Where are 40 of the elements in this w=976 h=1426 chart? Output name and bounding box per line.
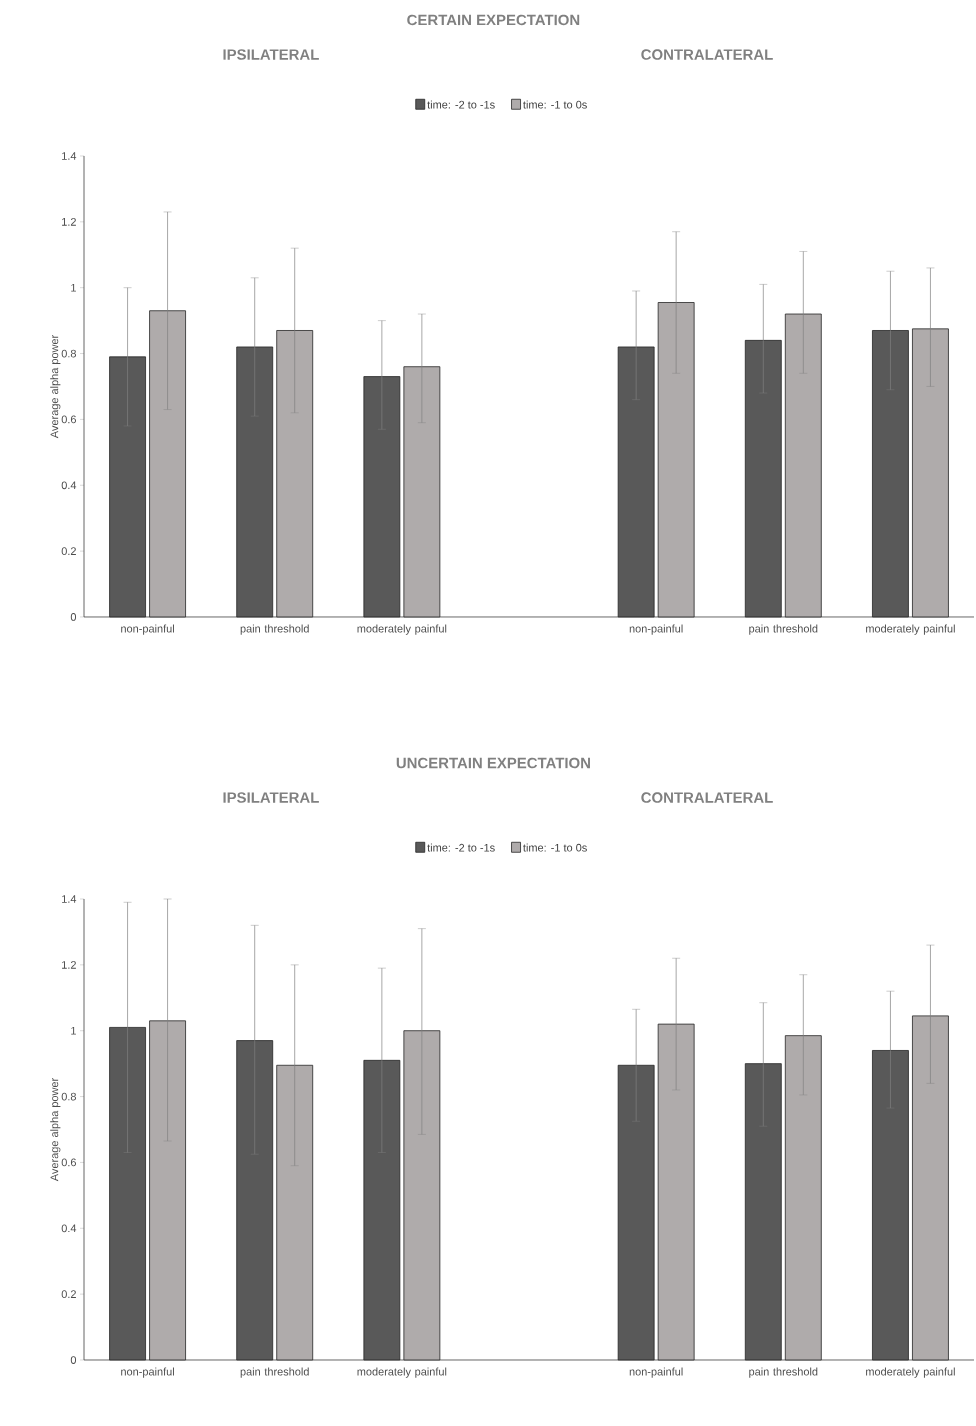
chart-title: CERTAIN EXPECTATION [407, 14, 580, 26]
text: CONTRALATERAL [641, 49, 773, 60]
y-tick-label: 1 [71, 1026, 76, 1035]
x-tick-label: pain threshold [749, 624, 818, 635]
y-tick-label: 1.4 [62, 895, 77, 903]
x-tick-label: pain threshold [240, 1367, 309, 1378]
x-tick-label: moderately painful [866, 1367, 955, 1378]
text: IPSILATERAL [223, 792, 319, 803]
y-tick-label: 1.2 [62, 218, 76, 226]
x-tick-label: non-painful [629, 624, 683, 635]
x-tick-label: non-painful [121, 624, 174, 635]
x-tick-label: non-painful [629, 1367, 683, 1378]
x-tick-label: non-painful [121, 1367, 174, 1378]
y-tick-label: 1.4 [62, 152, 77, 160]
chart-title: UNCERTAIN EXPECTATION [396, 757, 590, 769]
y-tick-label: 0.8 [61, 1092, 76, 1101]
legend-label: time: -1 to 0s [523, 100, 587, 109]
x-tick-label: pain threshold [749, 1367, 818, 1378]
y-tick-label: 0.4 [61, 1224, 77, 1233]
y-tick-label: 0.8 [61, 349, 76, 358]
x-tick-label: moderately painful [357, 1367, 447, 1378]
y-tick-label: 0 [70, 613, 77, 621]
x-tick-label: moderately painful [357, 624, 447, 635]
y-tick-label: 0.2 [61, 1290, 76, 1299]
y-tick-label: 0.6 [61, 1158, 76, 1167]
x-tick-label: pain threshold [240, 624, 309, 635]
legend-label: time: -2 to -1s [427, 100, 495, 109]
y-tick-label: 1.2 [62, 961, 76, 969]
y-axis-title: Average alpha power [50, 1078, 61, 1182]
legend-label: time: -1 to 0s [523, 843, 587, 852]
y-tick-label: 0.4 [61, 481, 77, 490]
y-axis-title: Average alpha power [50, 335, 61, 439]
text: IPSILATERAL [223, 49, 319, 60]
y-tick-label: 0.2 [61, 547, 76, 555]
y-tick-label: 0.6 [61, 415, 76, 424]
text: CONTRALATERAL [641, 792, 773, 803]
x-tick-label: moderately painful [866, 624, 955, 635]
legend-label: time: -2 to -1s [427, 843, 495, 852]
y-tick-label: 1 [71, 283, 76, 292]
y-tick-label: 0 [70, 1356, 77, 1364]
